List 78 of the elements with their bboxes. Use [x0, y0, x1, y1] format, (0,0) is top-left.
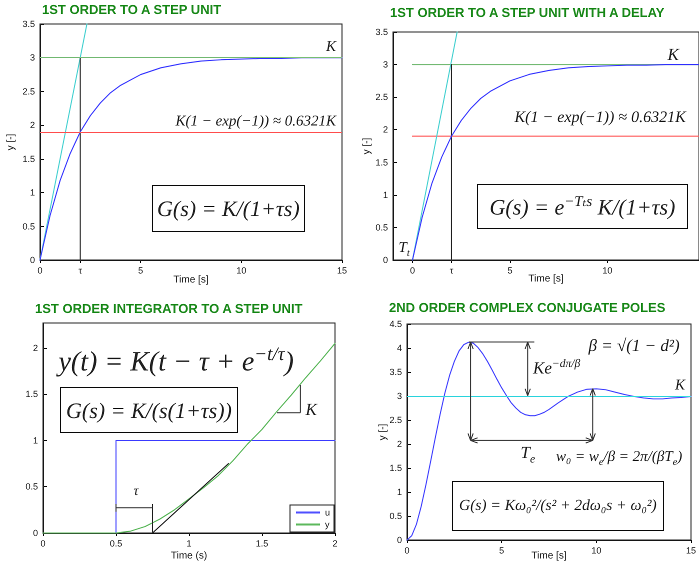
x-tick-label: 5 [499, 546, 504, 556]
y-tick-label: 1.5 [375, 157, 388, 168]
y-tick-label: 2 [30, 120, 35, 130]
y-tick-label: 0.5 [22, 221, 35, 232]
x-tick-label: 0 [40, 538, 46, 548]
y-tick-label: 0 [382, 255, 388, 265]
y-axis-title: y [-] [378, 423, 388, 440]
x-axis-title: Time [s] [173, 274, 209, 286]
y-tick-label: 1.5 [25, 389, 38, 400]
y-tick-label: 3 [396, 391, 402, 401]
chart-title: 1ST ORDER TO A STEP UNIT [42, 2, 222, 18]
x-tick-label: 5 [138, 266, 144, 276]
y-tick-label: 3.5 [22, 19, 35, 29]
x-tick-label: 10 [591, 546, 602, 556]
annotation: τ [134, 484, 139, 500]
y-tick-label: 0 [30, 255, 35, 265]
x-axis-title: Time [s] [528, 274, 564, 284]
x-tick-label: τ [450, 266, 454, 276]
ref-line-label: K(1 − exp(−1)) ≈ 0.6321K [174, 113, 337, 130]
legend-label: y [324, 520, 330, 530]
annotation: T$_{e}$ [520, 442, 536, 466]
annotation: y(t) = K(t − τ + e$^{−t/τ}$) [58, 344, 294, 378]
chart-title: 1ST ORDER INTEGRATOR TO A STEP UNIT [35, 301, 302, 316]
y-tick-label: 1 [382, 190, 388, 200]
y-tick-label: 1.5 [22, 154, 35, 164]
x-tick-label: 0.5 [110, 538, 122, 548]
y-tick-label: 3 [382, 60, 388, 70]
annotation: K [668, 45, 679, 65]
y-tick-label: 1 [32, 435, 38, 446]
y-tick-label: 1.5 [389, 463, 402, 473]
y-tick-label: 2 [382, 124, 388, 135]
line-series [412, 64, 699, 261]
x-tick-label: 10 [236, 266, 246, 276]
y-tick-label: 2.5 [22, 86, 35, 96]
y-tick-label: 1 [396, 487, 402, 497]
y-tick-label: 1 [30, 188, 35, 198]
annotation: G(s) = Kω₀²/(s² + 2dω₀s + ω₀²) [459, 497, 657, 515]
y-tick-label: 0.5 [375, 222, 388, 232]
annotation: K(1 − exp(−1)) ≈ 0.6321K [514, 108, 686, 127]
ref-line-label: K [324, 39, 337, 56]
x-tick-label: 10 [602, 266, 612, 276]
legend-label: u [324, 508, 330, 518]
annotation: G(s) = K/(s(1+τs)) [66, 398, 232, 423]
y-tick-label: 0.5 [25, 482, 38, 492]
annotation: Ke$^{−dπ/β}$ [533, 356, 580, 378]
x-tick-label: τ [78, 266, 82, 276]
y-tick-label: 0.5 [389, 511, 402, 521]
annotation: K [306, 400, 317, 420]
y-axis-title: y [-] [6, 133, 16, 150]
x-tick-label: 0 [410, 266, 415, 276]
y-tick-label: 2.5 [389, 415, 402, 425]
y-tick-label: 2 [32, 342, 38, 353]
y-tick-label: 3.5 [375, 27, 388, 37]
x-tick-label: 1.5 [256, 538, 268, 548]
chart-title: 2ND ORDER COMPLEX CONJUGATE POLES [389, 300, 666, 316]
x-tick-label: 15 [336, 266, 348, 276]
x-axis-title: Time [s] [531, 550, 567, 562]
chart-title: 1ST ORDER TO A STEP UNIT WITH A DELAY [390, 5, 664, 20]
x-tick-label: 5 [507, 266, 512, 276]
y-tick-label: 3 [30, 52, 35, 63]
y-axis-title: y [-] [362, 137, 372, 154]
x-tick-label: 0 [404, 546, 410, 556]
annotation: G(s) = e$^{−Tₜs}$ K/(1+τs) [490, 194, 676, 220]
x-tick-label: 2 [332, 538, 338, 548]
annotation: β = √(1 − d²) [588, 336, 680, 356]
annotation: w₀ = w$_{e}$/β = 2π/(βT$_{e}$) [556, 448, 682, 469]
ref-line-label: K [674, 378, 686, 394]
y-tick-label: 4.5 [389, 319, 402, 329]
y-tick-label: 3.5 [389, 367, 402, 377]
x-tick-label: 1 [186, 538, 192, 548]
y-tick-label: 4 [396, 343, 402, 353]
annotation: T$_{t}$ [398, 240, 410, 260]
x-axis-title: Time (s) [170, 550, 208, 562]
y-tick-label: 0 [32, 528, 38, 538]
x-tick-label: 15 [686, 546, 696, 556]
y-tick-label: 2 [396, 439, 402, 449]
annotation: G(s) = K/(1+τs) [157, 196, 300, 222]
y-tick-label: 2.5 [375, 92, 388, 102]
